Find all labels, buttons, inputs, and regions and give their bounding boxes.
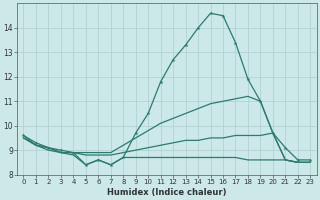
X-axis label: Humidex (Indice chaleur): Humidex (Indice chaleur) xyxy=(107,188,227,197)
